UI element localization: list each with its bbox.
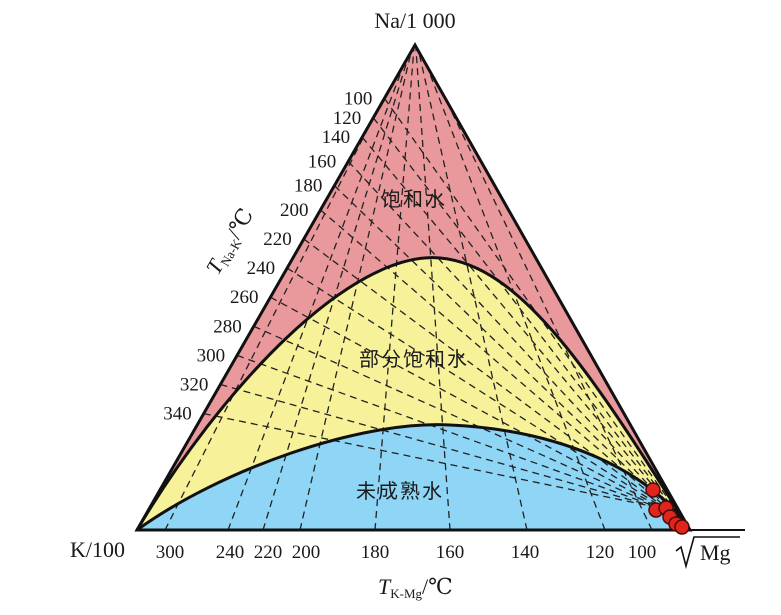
k-mg-tick-label: 180 bbox=[361, 542, 390, 563]
k-mg-tick-label: 300 bbox=[156, 542, 185, 563]
k-mg-isotherm bbox=[416, 45, 528, 530]
k-mg-title-t: T bbox=[378, 574, 392, 599]
zone-label-immature: 未成熟水 bbox=[356, 479, 444, 503]
k-mg-tick-label: 200 bbox=[292, 542, 321, 563]
isotherm-lines bbox=[164, 45, 687, 530]
k-mg-isotherm bbox=[419, 45, 653, 530]
immature-water-zone bbox=[137, 424, 690, 530]
na-k-tick-label: 260 bbox=[230, 287, 259, 308]
na-k-tick-label: 300 bbox=[197, 345, 226, 366]
zone-label-full: 饱和水 bbox=[381, 187, 447, 211]
k-mg-tick-label: 140 bbox=[511, 542, 540, 563]
k-mg-isotherm bbox=[415, 45, 451, 530]
full-equilibrium-curve bbox=[135, 256, 692, 531]
na-k-isotherm bbox=[383, 97, 687, 525]
na-k-isotherm bbox=[253, 325, 673, 514]
k-mg-tick-label: 160 bbox=[436, 542, 465, 563]
na-k-tick-label: 140 bbox=[322, 127, 351, 148]
k-mg-title-sub: K-Mg bbox=[390, 586, 422, 601]
k-mg-isotherm bbox=[374, 45, 415, 530]
vertex-label-mg: Mg bbox=[675, 536, 740, 570]
vertex-label-na: Na/1 000 bbox=[374, 8, 455, 33]
na-k-tick-label: 320 bbox=[180, 375, 209, 396]
k-mg-isotherm bbox=[227, 45, 412, 530]
sample-point bbox=[674, 519, 690, 535]
k-mg-isotherm bbox=[299, 45, 414, 530]
na-k-title-unit: /℃ bbox=[221, 204, 258, 243]
vertex-label-mg-text: Mg bbox=[700, 540, 731, 565]
k-mg-tick-label: 100 bbox=[628, 542, 657, 563]
na-k-tick-label: 160 bbox=[308, 151, 337, 172]
na-k-tick-label: 200 bbox=[280, 200, 309, 221]
na-k-tick-label: 220 bbox=[263, 229, 292, 250]
na-k-isotherm bbox=[303, 238, 678, 518]
na-k-isotherm bbox=[347, 160, 682, 521]
k-mg-axis-title: TK-Mg/℃ bbox=[378, 574, 453, 601]
k-mg-tick-label: 120 bbox=[586, 542, 615, 563]
zone-label-partial: 部分饱和水 bbox=[359, 347, 469, 371]
na-k-tick-label: 120 bbox=[333, 108, 362, 129]
sample-points bbox=[645, 482, 690, 535]
triangle-outline bbox=[134, 41, 693, 532]
na-k-isotherm bbox=[320, 209, 679, 519]
na-k-isotherm bbox=[286, 267, 676, 517]
immature-boundary-curve bbox=[136, 423, 692, 532]
na-k-tick-label: 240 bbox=[247, 258, 276, 279]
na-k-tick-label: 180 bbox=[294, 176, 323, 197]
na-k-tick-label: 280 bbox=[213, 316, 242, 337]
vertex-label-k: K/100 bbox=[70, 537, 125, 562]
k-mg-tick-label: 240 bbox=[216, 542, 245, 563]
na-k-tick-label: 340 bbox=[163, 404, 192, 425]
k-mg-tick-labels: 300 240 220 200 180 160 140 120 100 bbox=[156, 542, 657, 563]
na-k-tick-label: 100 bbox=[344, 88, 373, 109]
k-mg-isotherm bbox=[262, 45, 413, 530]
na-k-isotherm bbox=[236, 354, 672, 513]
k-mg-isotherm bbox=[164, 45, 411, 530]
na-k-isotherm bbox=[220, 383, 670, 512]
na-k-isotherm bbox=[270, 296, 675, 515]
sample-point bbox=[645, 482, 661, 498]
sqrt-sign-icon bbox=[675, 536, 740, 570]
k-mg-title-unit: /℃ bbox=[422, 574, 453, 599]
na-k-isotherm bbox=[333, 185, 681, 520]
na-k-isotherm bbox=[372, 117, 686, 524]
k-mg-tick-label: 220 bbox=[254, 542, 283, 563]
